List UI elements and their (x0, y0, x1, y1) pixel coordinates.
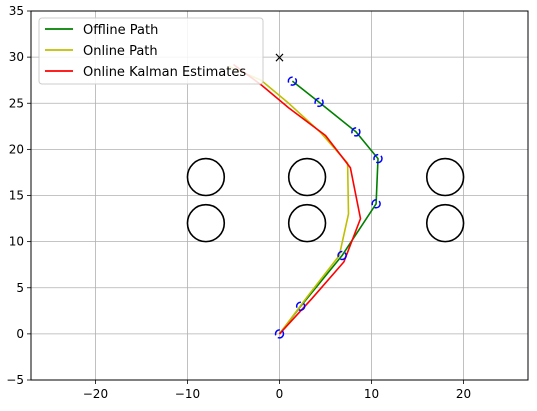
legend-label: Offline Path (83, 23, 158, 38)
x-tick-label: 0 (276, 387, 284, 401)
waypoint-marker (287, 76, 298, 86)
legend: Offline Path Online Path Online Kalman Est… (38, 17, 264, 85)
obstacle-circle (186, 157, 226, 197)
waypoint-marker (351, 127, 361, 137)
y-tick-label: 0 (16, 327, 24, 341)
obstacle-circle (287, 203, 327, 243)
legend-box (38, 17, 264, 85)
goal-marker: × (274, 50, 286, 66)
obstacle-circle (425, 203, 465, 243)
y-tick-label: 25 (9, 96, 24, 110)
y-tick-label: 30 (9, 50, 24, 64)
waypoint-marker (373, 153, 383, 164)
y-tick-label: 10 (9, 235, 24, 249)
y-tick-label: −5 (6, 373, 24, 387)
waypoint-marker (337, 250, 347, 261)
x-tick-label: 20 (456, 387, 471, 401)
legend-label: Online Path (83, 44, 158, 59)
x-tick-label: −10 (175, 387, 200, 401)
obstacle-circle (287, 157, 327, 197)
y-tick-label: 35 (9, 4, 24, 18)
y-tick-label: 5 (16, 281, 24, 295)
obstacle-circle (425, 157, 465, 197)
waypoint-marker (295, 301, 306, 311)
plot-area: × (186, 50, 465, 339)
y-tick-label: 20 (9, 142, 24, 156)
y-tick-label: 15 (9, 189, 24, 203)
obstacle-circle (186, 203, 226, 243)
series-line (278, 80, 379, 335)
waypoint-marker (274, 329, 285, 339)
waypoint-marker (371, 199, 381, 209)
x-tick-label: 10 (364, 387, 379, 401)
series-line (233, 63, 362, 335)
legend-label: Online Kalman Estimates (83, 65, 246, 80)
waypoint-marker (314, 97, 324, 108)
x-tick-label: −20 (83, 387, 108, 401)
axis-ticks: −20 −10 0 10 20 −5 0 5 10 15 20 25 30 35 (6, 4, 471, 401)
